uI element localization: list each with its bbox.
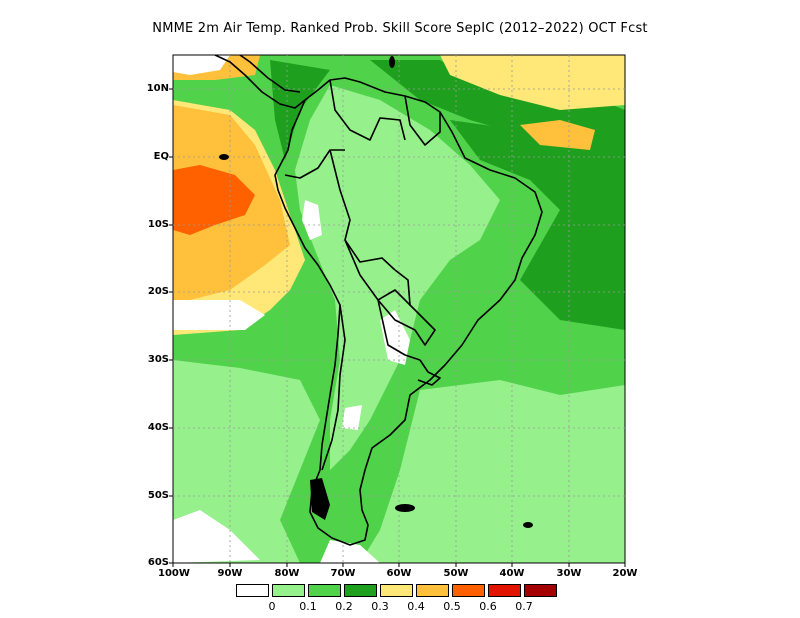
field-continent-white-2 <box>380 310 410 365</box>
islands <box>219 56 533 528</box>
central-america-coast <box>214 55 306 109</box>
axis-ticks <box>169 88 626 567</box>
lon-label-30w: 30W <box>556 568 582 579</box>
field-atlantic-dark <box>450 120 625 330</box>
legend-label-0: 0 <box>268 600 276 613</box>
field-ne-orange <box>520 120 595 150</box>
field-south-white <box>173 510 260 563</box>
lat-label-10s: 10S <box>147 219 169 230</box>
lat-label-50s: 50S <box>147 490 169 501</box>
legend-swatch-8 <box>524 584 557 597</box>
south-america-coast <box>274 77 543 546</box>
continent-outline <box>214 55 543 546</box>
lat-label-eq: EQ <box>153 151 169 162</box>
border-uruguay <box>417 359 441 386</box>
legend-label-0.4: 0.4 <box>407 600 425 613</box>
chart-title: NMME 2m Air Temp. Ranked Prob. Skill Sco… <box>152 21 648 36</box>
legend-swatch-0 <box>236 584 269 597</box>
legend-swatch-7 <box>488 584 521 597</box>
border-chile-argentina <box>321 304 346 471</box>
field-continent-white-1 <box>302 200 322 240</box>
legend-swatch-4 <box>380 584 413 597</box>
field-north-white <box>173 55 230 75</box>
field-pacific-redorange <box>173 165 255 235</box>
lat-label-10n: 10N <box>146 83 169 94</box>
border-argentina-north <box>377 299 421 361</box>
legend-swatch-2 <box>308 584 341 597</box>
legend-label-0.1: 0.1 <box>299 600 317 613</box>
graticule <box>173 55 625 563</box>
legend-swatch-6 <box>452 584 485 597</box>
lon-label-60w: 60W <box>386 568 412 579</box>
lon-label-100w: 100W <box>158 568 190 579</box>
legend-label-0.6: 0.6 <box>479 600 497 613</box>
lon-label-80w: 80W <box>274 568 300 579</box>
lon-label-20w: 20W <box>612 568 638 579</box>
legend-swatch-3 <box>344 584 377 597</box>
legend-label-0.3: 0.3 <box>371 600 389 613</box>
legend-label-0.7: 0.7 <box>515 600 533 613</box>
border-bolivia <box>344 239 411 306</box>
border-ecuador-peru <box>284 149 345 179</box>
legend-label-0.2: 0.2 <box>335 600 353 613</box>
field-bottom-white <box>320 540 380 563</box>
lat-label-20s: 20S <box>147 286 169 297</box>
legend-swatch-1 <box>272 584 305 597</box>
border-paraguay <box>377 299 436 346</box>
lon-label-50w: 50W <box>443 568 469 579</box>
border-venezuela-guyana <box>404 95 441 146</box>
lon-label-70w: 70W <box>330 568 356 579</box>
legend-swatch-5 <box>416 584 449 597</box>
legend-label-0.5: 0.5 <box>443 600 461 613</box>
border-colombia-venezuela <box>329 79 406 141</box>
lat-label-30s: 30S <box>147 354 169 365</box>
field-continent-white-3 <box>342 405 362 430</box>
lon-label-90w: 90W <box>217 568 243 579</box>
field-south-light-east <box>360 380 625 563</box>
field-south-light <box>173 360 320 563</box>
field-ne-yellow <box>440 55 625 110</box>
lat-label-40s: 40S <box>147 422 169 433</box>
lon-label-40w: 40W <box>499 568 525 579</box>
caribbean-coast-north <box>239 55 301 93</box>
field-pacific-white <box>173 300 265 330</box>
lat-label-60s: 60S <box>147 557 169 568</box>
field-continent-light <box>295 85 500 470</box>
